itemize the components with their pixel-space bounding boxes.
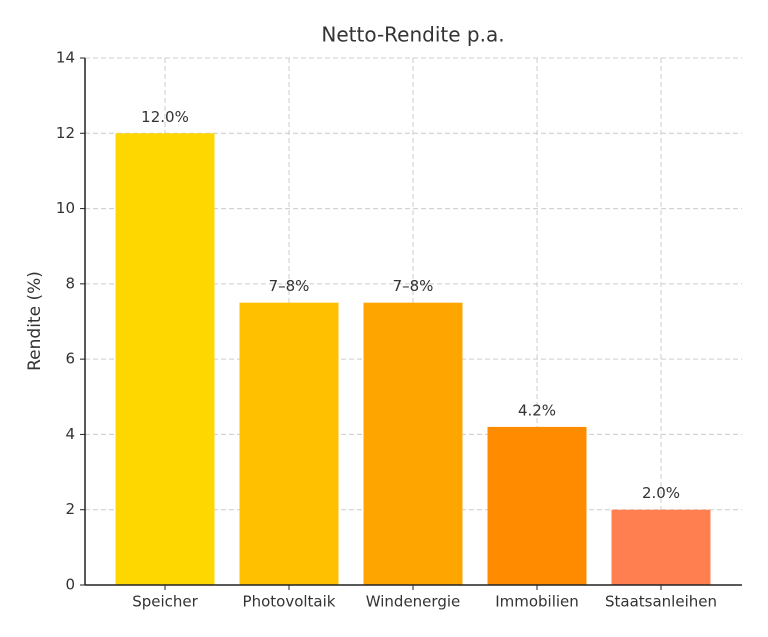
y-tick-label: 2 xyxy=(65,500,75,518)
bar xyxy=(363,302,463,585)
value-label: 12.0% xyxy=(141,108,189,126)
y-tick-label: 10 xyxy=(56,199,75,217)
bar xyxy=(115,133,215,586)
y-axis-label: Rendite (%) xyxy=(25,271,45,371)
y-tick-label: 6 xyxy=(65,350,75,368)
bar xyxy=(611,509,711,585)
y-tick-label: 4 xyxy=(65,425,75,443)
x-tick-label: Windenergie xyxy=(366,593,460,611)
x-tick-label: Immobilien xyxy=(495,593,579,611)
value-label: 4.2% xyxy=(518,401,556,419)
x-tick-label: Staatsanleihen xyxy=(605,593,717,611)
value-label: 7–8% xyxy=(393,277,434,295)
bar xyxy=(487,426,587,585)
y-tick-label: 12 xyxy=(56,124,75,142)
y-tick-label: 14 xyxy=(56,49,75,67)
value-label: 2.0% xyxy=(642,484,680,502)
chart-title: Netto-Rendite p.a. xyxy=(321,23,504,47)
y-tick-label: 8 xyxy=(65,274,75,292)
x-tick-label: Speicher xyxy=(132,593,198,611)
y-tick-label: 0 xyxy=(65,576,75,594)
bar xyxy=(239,302,339,585)
value-label: 7–8% xyxy=(269,277,310,295)
x-tick-label: Photovoltaik xyxy=(243,593,336,611)
